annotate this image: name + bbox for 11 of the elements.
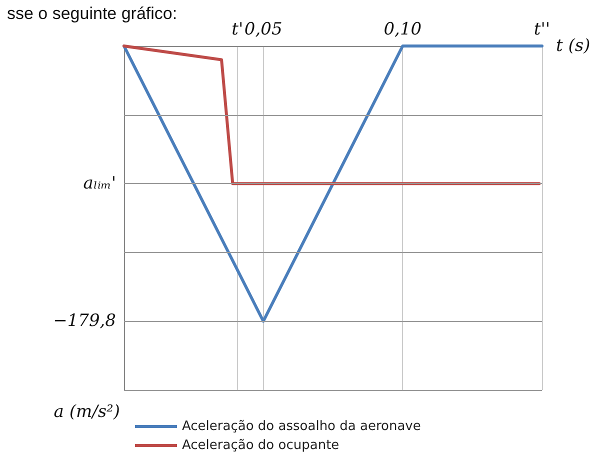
chart-title: sse o seguinte gráfico:: [7, 4, 178, 23]
legend-label: Aceleração do ocupante: [182, 438, 340, 453]
x-axis-title: t (s): [556, 36, 590, 56]
ref-line-label: aₗᵢₘ': [83, 174, 116, 194]
x-tick-label: t'': [534, 20, 550, 40]
x-tick-label: t': [232, 20, 244, 40]
x-tick-label: 0,10: [384, 20, 422, 40]
legend-label: Aceleração do assoalho da aeronave: [182, 419, 421, 434]
x-tick-label: 0,05: [244, 20, 282, 40]
y-axis-title: a (m/s²): [54, 402, 120, 422]
ref-line-label: −179,8: [53, 311, 116, 332]
